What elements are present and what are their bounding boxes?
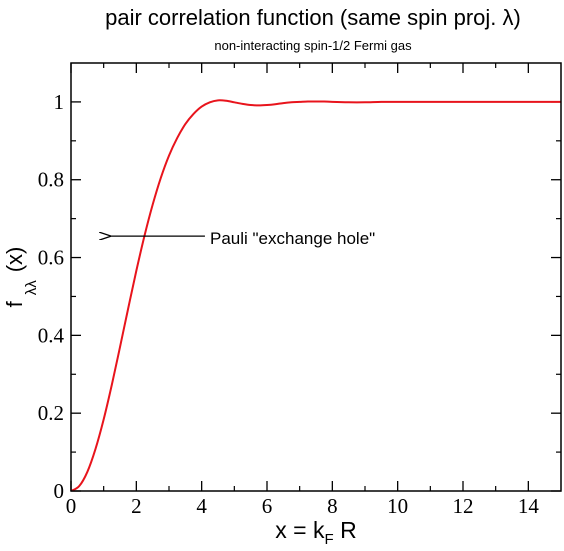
x-axis-label-main: x = k [275,517,325,543]
x-tick-label: 10 [387,494,408,518]
x-axis-label-sub: F [325,531,334,548]
x-axis-label-tail: R [334,517,357,543]
y-tick-label: 0.6 [38,246,64,270]
annotation-label: Pauli "exchange hole" [210,229,375,248]
x-tick-label: 4 [196,494,207,518]
x-axis-ticks: 0 2 4 6 8 10 12 14 [66,63,540,518]
y-tick-label: 0.2 [38,401,64,425]
y-tick-label: 1 [54,90,65,114]
x-tick-label: 14 [518,494,540,518]
chart-title: pair correlation function (same spin pro… [105,5,521,30]
y-axis-label-main: f [2,300,27,307]
plot-frame [70,62,562,492]
y-axis-label-sub: λλ [23,280,40,296]
x-tick-label: 0 [66,494,77,518]
y-axis-label-tail: (x) [2,247,27,273]
chart-subtitle: non-interacting spin-1/2 Fermi gas [214,38,412,53]
x-tick-label: 2 [131,494,142,518]
x-axis-label: x = kF R [275,517,356,548]
y-tick-label: 0.4 [38,323,65,347]
y-tick-label: 0 [54,479,65,503]
x-tick-label: 8 [327,494,338,518]
y-axis-label: f λλ (x) [2,247,40,308]
x-tick-label: 6 [262,494,273,518]
y-tick-label: 0.8 [38,168,64,192]
x-tick-label: 12 [453,494,474,518]
y-axis-ticks: 0 0.2 0.4 0.6 0.8 1 [38,90,561,503]
series-line [71,99,561,491]
